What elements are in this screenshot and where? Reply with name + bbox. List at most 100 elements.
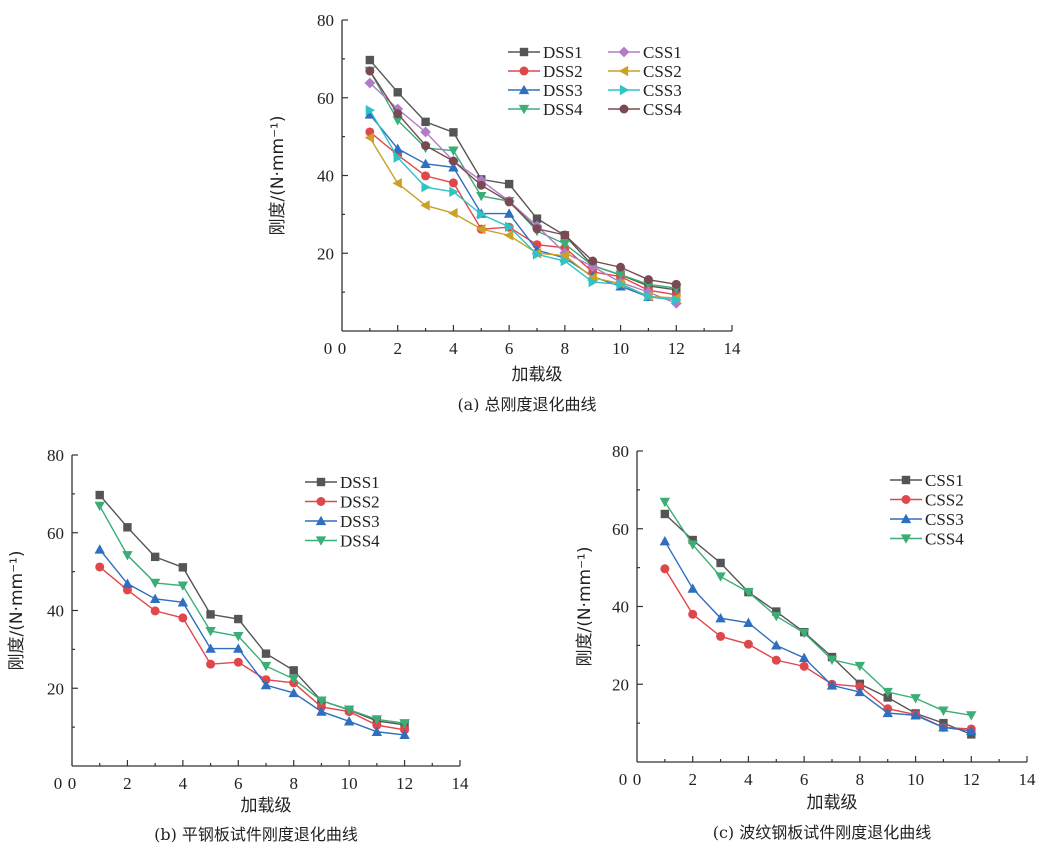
- legend-label-CSS1: CSS1: [643, 43, 682, 62]
- data-point-DSS1: [504, 179, 514, 189]
- data-point-CSS4: [743, 587, 754, 598]
- data-point-CSS3: [449, 186, 459, 198]
- data-point-CSS4: [798, 628, 810, 639]
- figure-caption: (a) 总刚度退化曲线: [457, 395, 596, 414]
- y-tick-label: 0: [54, 774, 63, 793]
- data-point-CSS3: [560, 255, 571, 267]
- legend-marker-DSS2: [519, 66, 529, 76]
- data-point-DSS3: [149, 593, 161, 603]
- y-tick-label: 80: [612, 442, 629, 461]
- data-point-DSS4: [343, 705, 355, 715]
- legend-marker-DSS3: [518, 84, 530, 95]
- data-point-CSS4: [560, 230, 570, 240]
- data-point-CSS3: [938, 722, 949, 732]
- x-tick-label: 0: [633, 770, 642, 789]
- data-point-CSS4: [671, 279, 681, 289]
- data-point-CSS3: [532, 249, 543, 260]
- legend-label-CSS2: CSS2: [643, 62, 682, 81]
- legend-label-CSS4: CSS4: [925, 530, 964, 549]
- data-point-DSS4: [233, 631, 244, 642]
- legend-marker-CSS4: [619, 104, 629, 114]
- data-point-DSS2: [421, 171, 431, 181]
- data-point-DSS3: [122, 578, 133, 588]
- data-point-CSS3: [644, 291, 654, 302]
- y-axis-label: 刚度/(N·mm⁻¹): [575, 546, 595, 666]
- data-point-CSS3: [715, 612, 726, 623]
- data-point-CSS4: [938, 706, 949, 716]
- data-point-CSS2: [855, 682, 865, 692]
- data-point-CSS3: [477, 209, 487, 220]
- data-point-CSS2: [420, 200, 430, 211]
- data-point-CSS3: [826, 680, 838, 690]
- data-point-CSS4: [659, 497, 671, 508]
- series-line-DSS3: [99, 549, 405, 736]
- series-line-DSS2: [369, 131, 677, 296]
- series-CSS3: [365, 104, 682, 306]
- data-point-DSS4: [371, 715, 383, 725]
- x-tick-label: 0: [338, 339, 347, 358]
- data-point-CSS2: [688, 609, 698, 619]
- data-point-DSS4: [94, 501, 105, 512]
- legend-label-DSS2: DSS2: [340, 493, 380, 512]
- series-line-DSS4: [369, 70, 677, 289]
- data-point-DSS3: [420, 158, 431, 168]
- y-tick-label: 20: [612, 675, 629, 694]
- series-line-DSS3: [369, 114, 677, 301]
- data-point-CSS3: [588, 276, 598, 288]
- data-point-DSS1: [261, 649, 271, 658]
- data-point-DSS3: [503, 208, 515, 218]
- data-point-CSS2: [364, 132, 375, 143]
- x-tick-label: 6: [505, 339, 514, 358]
- data-point-DSS1: [421, 117, 430, 127]
- legend-marker-CSS3: [900, 513, 912, 524]
- x-tick-label: 4: [179, 774, 188, 793]
- data-point-DSS4: [260, 661, 272, 672]
- data-point-CSS4: [616, 262, 626, 272]
- data-point-CSS2: [476, 223, 486, 235]
- legend-marker-DSS4: [518, 104, 530, 115]
- data-point-DSS4: [122, 551, 133, 561]
- y-axis-label: 刚度/(N·mm⁻¹): [268, 115, 288, 235]
- data-point-CSS4: [771, 612, 782, 622]
- data-point-CSS2: [559, 250, 570, 261]
- x-tick-label: 10: [907, 770, 924, 789]
- data-point-DSS1: [234, 614, 243, 624]
- data-point-DSS3: [177, 597, 189, 607]
- legend-marker-CSS2: [618, 65, 629, 77]
- data-point-CSS4: [588, 256, 598, 266]
- data-point-DSS1: [449, 128, 458, 137]
- data-point-DSS1: [95, 490, 104, 500]
- data-point-DSS2: [206, 659, 216, 669]
- data-point-DSS2: [150, 606, 160, 616]
- data-point-DSS4: [288, 674, 299, 685]
- data-point-CSS4: [504, 197, 514, 207]
- data-point-CSS3: [365, 104, 376, 116]
- series-DSS4: [364, 66, 682, 294]
- series-line-CSS2: [369, 137, 677, 299]
- data-point-DSS4: [559, 239, 571, 250]
- data-point-DSS4: [392, 116, 403, 126]
- legend-marker-DSS1: [519, 47, 529, 57]
- x-tick-label: 2: [123, 774, 132, 793]
- legend-label-DSS4: DSS4: [340, 532, 380, 551]
- legend-label-DSS1: DSS1: [340, 473, 380, 492]
- data-point-DSS1: [123, 523, 132, 532]
- x-tick-label: 8: [561, 339, 570, 358]
- data-point-CSS4: [854, 661, 866, 672]
- y-axis-label: 刚度/(N·mm⁻¹): [7, 550, 27, 670]
- series-line-CSS3: [664, 540, 972, 732]
- y-tick-label: 60: [612, 520, 629, 539]
- legend-label-DSS1: DSS1: [543, 43, 583, 62]
- data-point-CSS3: [798, 652, 810, 662]
- legend-label-DSS4: DSS4: [543, 100, 583, 119]
- series-line-DSS4: [99, 505, 405, 724]
- x-tick-label: 10: [341, 774, 358, 793]
- data-point-DSS2: [178, 613, 188, 623]
- x-tick-label: 12: [668, 339, 685, 358]
- y-tick-label: 40: [612, 598, 629, 617]
- data-point-DSS4: [149, 578, 161, 589]
- legend-label-DSS3: DSS3: [543, 81, 583, 100]
- data-point-CSS1: [364, 77, 376, 89]
